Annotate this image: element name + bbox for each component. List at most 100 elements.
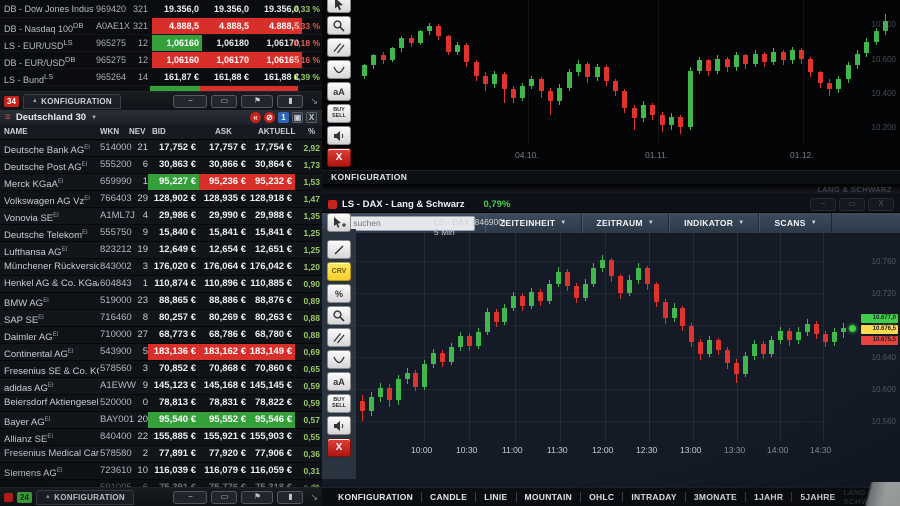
crv-icon[interactable]: CRV — [327, 262, 351, 281]
mute-icon[interactable]: ⊘ — [264, 112, 275, 123]
zoom-icon[interactable] — [327, 16, 351, 35]
table-row[interactable]: Daimler AGEI 710000 27 68,773 €68,786 €68,7… — [0, 327, 322, 356]
col-name[interactable]: NAME — [4, 127, 28, 136]
candle — [742, 356, 748, 374]
curve-icon[interactable] — [327, 350, 351, 369]
workspace-1-icon[interactable]: 1 — [278, 112, 289, 123]
close-icon[interactable]: X — [327, 148, 351, 167]
table-row[interactable]: SAP SEEI 716460 8 80,257 €80,269 €80,263 €0… — [0, 310, 322, 339]
font-icon[interactable]: aA — [327, 82, 351, 101]
table-row[interactable]: Siemens AGEI 723610 10 116,039 €116,079 €11… — [0, 463, 322, 487]
konfiguration-tab[interactable]: ▲ KONFIGURATION — [22, 93, 122, 109]
font-icon[interactable]: aA — [327, 372, 351, 391]
restore-button[interactable]: ▭ — [839, 197, 865, 211]
table-row[interactable]: Deutsche Bank AGEI 514000 21 17,752 €17,757… — [0, 140, 322, 169]
menu-indikator[interactable]: INDIKATOR ▼ — [669, 213, 760, 233]
table-row[interactable]: Fresenius SE & Co. KGaAE578560370,852 €7… — [0, 361, 322, 390]
close-button[interactable]: X — [868, 197, 894, 211]
watchlist-row[interactable]: LS - BundLS 965264 14 161,87 €161,88 €161,8… — [0, 69, 322, 86]
table-row[interactable]: Vonovia SEEI A1ML7J 4 29,986 €29,990 €29,98… — [0, 208, 322, 237]
chart-menu-ohlc[interactable]: OHLC — [580, 492, 622, 502]
flag-button[interactable]: ⚑ — [241, 94, 274, 108]
col-pct[interactable]: % — [308, 127, 316, 136]
pointer-icon[interactable] — [327, 0, 351, 13]
menu-zeitraum[interactable]: ZEITRAUM ▼ — [581, 213, 670, 233]
table-row[interactable]: Beiersdorf Aktiengesellsc520000078,813 €… — [0, 395, 322, 424]
restore-button[interactable]: ▭ — [211, 490, 238, 504]
table-row[interactable]: Continental AGEI 543900 5 183,136 €183,162 … — [0, 344, 322, 373]
close-icon[interactable]: X — [327, 438, 351, 457]
window-icon[interactable]: ▣ — [292, 112, 303, 123]
chart-menu-konfiguration[interactable]: KONFIGURATION — [338, 492, 414, 502]
slash-icon[interactable] — [327, 240, 351, 259]
table-row[interactable]: Henkel AG & Co. KGaA V6048431110,874 €11… — [0, 276, 322, 305]
menu-icon[interactable]: ≡ — [5, 112, 11, 123]
watchlist-title[interactable]: Deutschland 30 — [15, 112, 87, 123]
table-row[interactable]: Deutsche Post AGEI 555200 6 30,863 €30,866 … — [0, 157, 322, 186]
rewind-icon[interactable]: « — [250, 112, 261, 123]
mobile-button[interactable]: ▮ — [277, 490, 304, 504]
pointer-plus-icon[interactable] — [327, 213, 351, 232]
col-wkn[interactable]: WKN — [100, 127, 120, 136]
chart-menu-mountain[interactable]: MOUNTAIN — [515, 492, 581, 502]
table-row[interactable]: Münchener Rückversiche8430023176,020 €17… — [0, 259, 322, 288]
chart-tab-title[interactable]: LS - DAX - Lang & Schwarz — [342, 198, 465, 210]
curve-icon[interactable] — [327, 60, 351, 79]
percent-icon[interactable]: % — [327, 284, 351, 303]
bottom-chart-canvas[interactable]: 10:00 10:30 11:00 11:30 12:00 12:30 13:00 13:30… — [356, 233, 900, 487]
buy-sell-icon[interactable]: BUY SELL — [327, 104, 351, 123]
col-aktuell[interactable]: AKTUELL — [258, 127, 296, 136]
table-row[interactable]: Volkswagen AG VzEI 766403 29 128,902 €128,9… — [0, 191, 322, 220]
faded-window-controls: − ▭ X — [810, 197, 894, 211]
table-row[interactable]: Deutsche TelekomEI 555750 9 15,840 €15,841 … — [0, 225, 322, 254]
mobile-button[interactable]: ▮ — [277, 94, 304, 108]
col-nev[interactable]: NEV — [129, 127, 146, 136]
buy-sell-icon[interactable]: BUY SELL — [327, 394, 351, 413]
chart-menu-1jahr[interactable]: 1JAHR — [744, 492, 791, 502]
resize-icon[interactable]: ↘ — [310, 95, 318, 106]
menu-scans[interactable]: SCANS ▼ — [759, 213, 832, 233]
resize-icon[interactable]: ↘ — [310, 491, 318, 502]
close-icon[interactable]: X — [306, 112, 317, 123]
table-row[interactable]: 591005675,391 €75,776 €75,318 €0,99 % — [0, 480, 322, 487]
watchlist-row[interactable]: DB - Nasdaq 100DB A0AE1X 321 4.888,5 4.888,5… — [0, 18, 322, 35]
table-row[interactable]: Lufthansa AGEI 823212 19 12,649 €12,654 €12… — [0, 242, 322, 271]
chart-menu-5jahre[interactable]: 5JAHRE — [791, 492, 843, 502]
candle — [671, 308, 677, 318]
table-row[interactable]: BMW AGEI 519000 23 88,865 €88,886 €88,876 €… — [0, 293, 322, 322]
table-row[interactable]: Allianz SEEI 840400 22 155,885 €155,921 €15… — [0, 429, 322, 458]
minimize-button[interactable]: − — [173, 94, 208, 108]
double-slash-icon[interactable] — [327, 328, 351, 347]
top-konfig-bar[interactable]: KONFIGURATION — [322, 170, 900, 184]
watchlist-row[interactable]: LS - EUR/USDLS 965275 12 1,06160 1,06180 1,06… — [0, 35, 322, 52]
chart-menu-linie[interactable]: LINIE — [475, 492, 515, 502]
col-ask[interactable]: ASK — [215, 127, 232, 136]
minimize-button[interactable]: − — [173, 490, 208, 504]
table-row[interactable]: Bayer AGEI BAY001 20 95,540 €95,552 €95,546… — [0, 412, 322, 441]
chart-menu-intraday[interactable]: INTRADAY — [622, 492, 685, 502]
candle — [724, 58, 730, 68]
double-slash-icon[interactable] — [327, 38, 351, 57]
chart-menu-3monate[interactable]: 3MONATE — [684, 492, 745, 502]
minimize-button[interactable]: − — [810, 197, 836, 211]
watchlist-row[interactable]: DB - EUR/USDDB 965275 12 1,06160 1,06170 1,06… — [0, 52, 322, 69]
col-bid[interactable]: BID — [152, 127, 166, 136]
bid-cell: 30,863 € — [159, 159, 196, 170]
flag-button[interactable]: ⚑ — [241, 490, 274, 504]
bid-cell: 75,391 € — [148, 480, 199, 487]
restore-button[interactable]: ▭ — [211, 94, 238, 108]
table-row[interactable]: adidas AGEI A1EWW 9 145,123 €145,168 €145,1… — [0, 378, 322, 407]
speaker-icon[interactable] — [327, 126, 351, 145]
chevron-down-icon[interactable]: ▼ — [91, 114, 98, 121]
chart-menu-candle[interactable]: CANDLE — [421, 492, 475, 502]
speaker-icon[interactable] — [327, 416, 351, 435]
candle — [492, 74, 498, 85]
konfiguration-tab-bottom[interactable]: ▲ KONFIGURATION — [35, 489, 135, 505]
zoom-icon[interactable] — [327, 306, 351, 325]
aktuell-cell: 30,864 € — [255, 159, 292, 170]
watchlist-row[interactable]: DB - Dow Jones Industria969420 321 19.356,… — [0, 1, 322, 18]
candle — [817, 72, 823, 83]
table-row[interactable]: Merck KGaAEI 659990 1 95,227 €95,236 €95,23… — [0, 174, 322, 203]
top-chart-canvas[interactable]: 04.10. 01.11. 01.12. 10.800 10.600 10.400 10.2… — [356, 0, 900, 170]
table-row[interactable]: Fresenius Medical Care A578580277,891 €7… — [0, 446, 322, 475]
